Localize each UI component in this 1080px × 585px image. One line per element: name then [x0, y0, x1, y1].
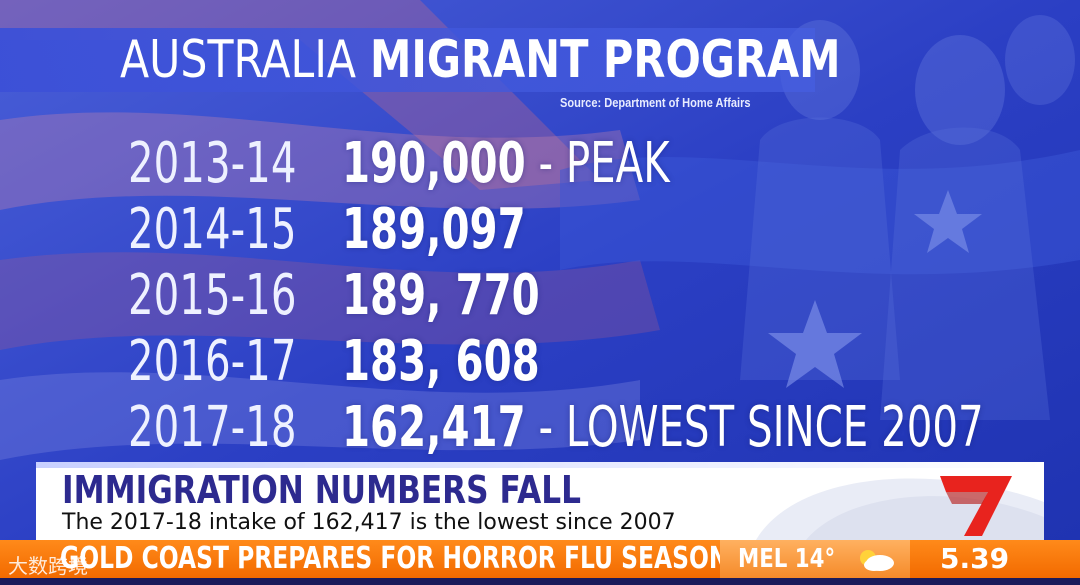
row-value: 183, 608 [342, 329, 540, 394]
row-value: 189,097 [342, 197, 526, 262]
watermark: 大数跨境 [8, 554, 88, 578]
weather-city: MEL 14° [738, 544, 836, 574]
news-ticker: GOLD COAST PREPARES FOR HORROR FLU SEASO… [0, 540, 1080, 578]
source-credit: Source: Department of Home Affairs [560, 95, 751, 110]
bottom-strip [0, 578, 1080, 585]
weather-panel: MEL 14° [720, 540, 910, 578]
row-year: 2013-14 [128, 131, 297, 196]
row-note: - PEAK [525, 131, 670, 196]
ticker-headline: GOLD COAST PREPARES FOR HORROR FLU SEASO… [60, 541, 729, 576]
title-light: AUSTRALIA [120, 30, 357, 90]
ticker-time: 5.39 [940, 542, 1010, 575]
row-note: - LOWEST SINCE 2007 [525, 395, 984, 460]
row-value: 162,417 - LOWEST SINCE 2007 [342, 395, 984, 460]
row-value: 190,000 - PEAK [342, 131, 670, 196]
row-year: 2017-18 [128, 395, 297, 460]
title-bar [0, 28, 815, 92]
lower-third-accent [36, 462, 1044, 468]
row-year: 2014-15 [128, 197, 297, 262]
page-title: AUSTRALIA MIGRANT PROGRAM [120, 30, 841, 90]
seven-network-logo-icon [940, 476, 1012, 536]
row-year: 2015-16 [128, 263, 297, 328]
subline: The 2017-18 intake of 162,417 is the low… [62, 510, 676, 535]
partly-cloudy-icon [860, 550, 894, 571]
title-bold: MIGRANT PROGRAM [370, 30, 841, 90]
row-value: 189, 770 [342, 263, 540, 328]
lower-third: IMMIGRATION NUMBERS FALL The 2017-18 int… [36, 462, 1044, 540]
headline: IMMIGRATION NUMBERS FALL [62, 468, 581, 512]
row-year: 2016-17 [128, 329, 297, 394]
